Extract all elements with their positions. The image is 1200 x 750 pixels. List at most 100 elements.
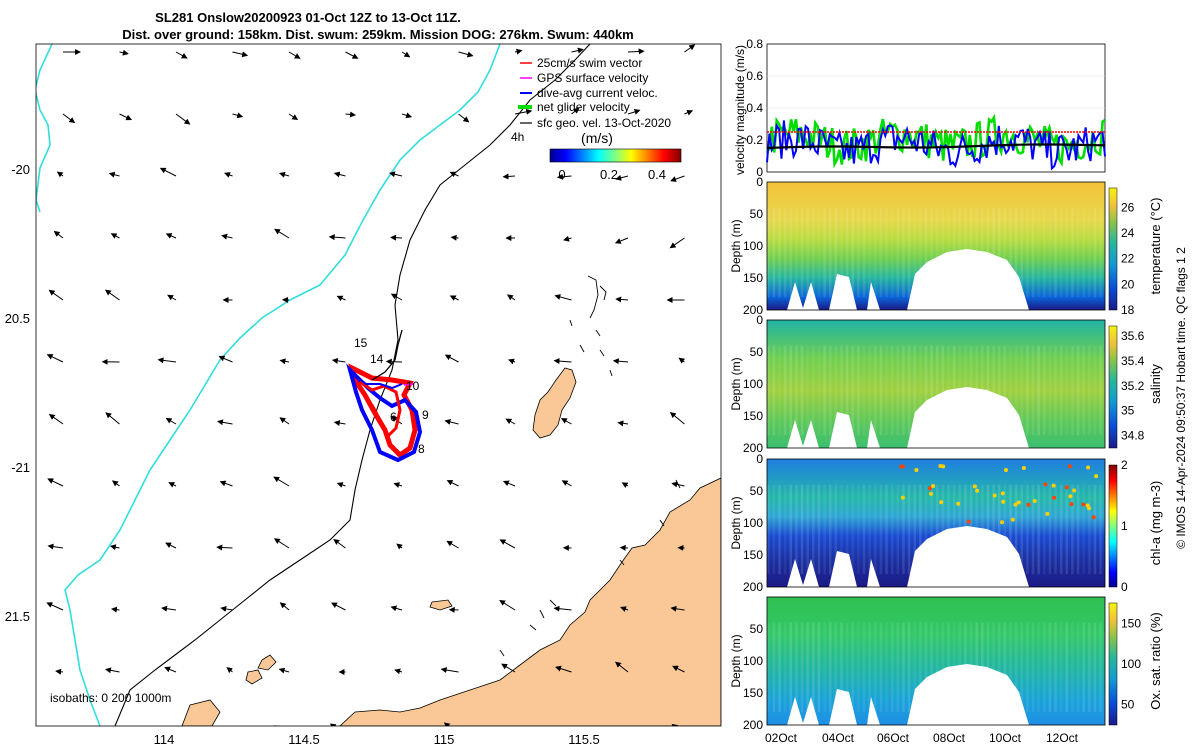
section-texture bbox=[1020, 484, 1023, 575]
section-texture bbox=[941, 207, 945, 298]
current-vector bbox=[553, 358, 572, 365]
chl-sample-dot bbox=[956, 501, 961, 506]
chl-sample-dot bbox=[1086, 465, 1091, 470]
cbar-tick-0: 0 bbox=[558, 167, 565, 182]
section-texture bbox=[930, 622, 933, 713]
section-texture bbox=[1009, 345, 1012, 436]
section-texture bbox=[1054, 345, 1057, 436]
section-texture bbox=[1048, 622, 1052, 713]
section-texture bbox=[902, 622, 905, 713]
current-vector bbox=[48, 289, 64, 301]
chl-sample-dot bbox=[1068, 494, 1073, 499]
current-vector bbox=[458, 51, 474, 58]
chl-sample-dot bbox=[1021, 466, 1026, 471]
chl-sample-dot bbox=[1067, 464, 1072, 469]
section-texture bbox=[1071, 207, 1074, 298]
current-vector bbox=[278, 667, 290, 674]
section-texture bbox=[992, 207, 995, 298]
current-vector bbox=[328, 234, 346, 241]
glider-track bbox=[346, 329, 423, 463]
section-texture bbox=[772, 484, 776, 575]
section-texture bbox=[828, 207, 832, 298]
section-texture bbox=[862, 207, 866, 298]
chl-sample-dot bbox=[1000, 520, 1005, 525]
current-vector bbox=[288, 113, 299, 121]
section-texture bbox=[919, 207, 922, 298]
day-label-4h: 4h bbox=[511, 130, 524, 144]
section-texture bbox=[913, 622, 916, 713]
current-vector bbox=[273, 538, 290, 549]
section-texture bbox=[812, 622, 815, 713]
current-vector bbox=[671, 481, 685, 488]
cbar-label: salinity bbox=[1148, 364, 1163, 404]
current-vector bbox=[157, 357, 177, 364]
current-vector bbox=[449, 295, 459, 301]
section-texture bbox=[1014, 622, 1018, 713]
current-vector bbox=[684, 44, 696, 53]
current-vector bbox=[165, 233, 177, 239]
current-vector bbox=[669, 237, 685, 249]
section-texture bbox=[851, 622, 854, 713]
section-texture bbox=[772, 622, 776, 713]
depth-label: Depth (m) bbox=[729, 496, 743, 549]
current-vector bbox=[345, 111, 357, 118]
section-texture bbox=[868, 207, 871, 298]
x-tick: 115.5 bbox=[568, 732, 600, 747]
current-vector bbox=[220, 605, 233, 612]
velocity-panel: 0 0.2 0.4 0.6 0.8 velocity magnitude (m/… bbox=[733, 37, 1106, 179]
section-texture bbox=[1014, 484, 1018, 575]
section-texture bbox=[1048, 207, 1052, 298]
chl-sample-dot bbox=[1016, 500, 1021, 505]
section-texture bbox=[767, 622, 770, 713]
section-texture bbox=[874, 622, 877, 713]
cbar-tick: 35 bbox=[1121, 404, 1135, 418]
depth-tick: 0 bbox=[756, 175, 763, 189]
section-texture bbox=[1037, 484, 1040, 575]
section-texture bbox=[919, 345, 922, 436]
section-texture bbox=[812, 345, 815, 436]
current-vector bbox=[105, 667, 120, 674]
cbar-tick: 22 bbox=[1121, 252, 1135, 266]
current-vector bbox=[571, 107, 580, 115]
current-vector bbox=[499, 600, 516, 611]
depth-tick: 100 bbox=[743, 239, 763, 253]
section-frame bbox=[766, 458, 1106, 588]
current-vector bbox=[571, 47, 584, 54]
current-vector bbox=[175, 113, 191, 125]
current-vector bbox=[678, 357, 686, 364]
section-texture bbox=[992, 345, 995, 436]
date-axis: 02Oct 04Oct 06Oct 08Oct 10Oct 12Oct bbox=[765, 731, 1079, 745]
current-vector bbox=[612, 358, 629, 365]
current-vector bbox=[620, 606, 629, 612]
section-texture bbox=[772, 345, 776, 436]
current-vector bbox=[390, 234, 403, 241]
current-vector bbox=[105, 412, 120, 425]
current-vector bbox=[669, 411, 685, 425]
current-vector bbox=[219, 480, 233, 487]
section-texture bbox=[840, 345, 843, 436]
section-texture bbox=[1088, 484, 1091, 575]
section-texture bbox=[1093, 622, 1097, 713]
section-texture bbox=[896, 622, 900, 713]
section-texture bbox=[767, 207, 770, 298]
section-texture bbox=[902, 484, 905, 575]
current-vector bbox=[216, 544, 233, 551]
section-texture bbox=[857, 207, 860, 298]
vector-field bbox=[46, 44, 696, 726]
section-colorbar bbox=[1108, 187, 1118, 311]
section-texture bbox=[936, 622, 939, 713]
depth-tick: 150 bbox=[743, 271, 763, 285]
section-texture bbox=[874, 484, 877, 575]
section-texture bbox=[800, 345, 804, 436]
current-vector bbox=[224, 172, 233, 178]
section-texture bbox=[890, 345, 894, 436]
section-texture bbox=[1048, 484, 1052, 575]
depth-tick: 200 bbox=[743, 718, 763, 732]
section-texture bbox=[834, 207, 838, 298]
section-texture bbox=[1026, 484, 1029, 575]
section-texture bbox=[840, 207, 843, 298]
section-texture bbox=[1009, 622, 1012, 713]
section-texture bbox=[907, 345, 911, 436]
series-sfc-geo bbox=[766, 143, 1106, 150]
vel-ytick: 0.4 bbox=[746, 101, 763, 115]
